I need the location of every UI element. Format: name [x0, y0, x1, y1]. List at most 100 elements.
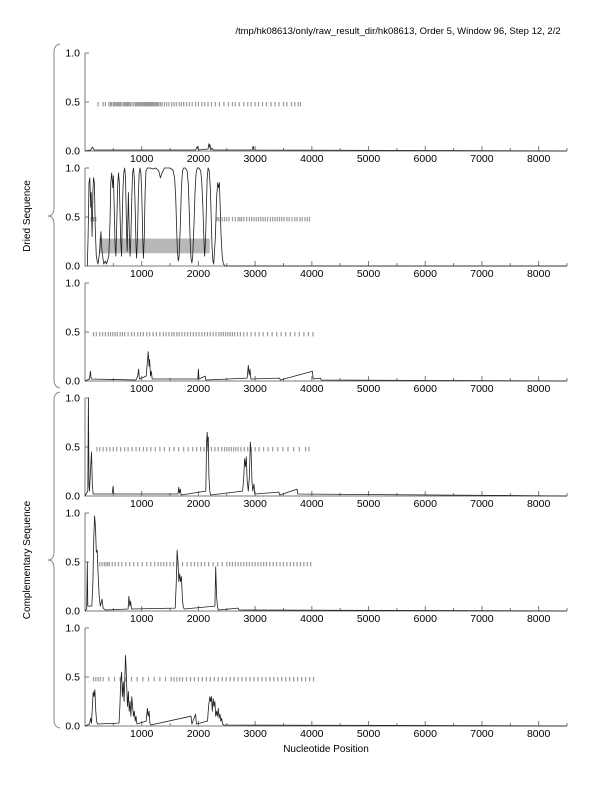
probability-mark [179, 677, 181, 682]
probability-mark [196, 447, 198, 452]
probability-mark [301, 677, 303, 682]
probability-mark [151, 102, 153, 107]
probability-mark [125, 677, 127, 682]
probability-mark [243, 447, 245, 452]
x-tick-label: 7000 [470, 613, 494, 625]
probability-mark [173, 447, 175, 452]
x-tick-label: 7000 [470, 383, 494, 395]
probability-mark [209, 332, 211, 337]
probability-mark [150, 102, 152, 107]
probability-mark [113, 677, 116, 682]
x-tick-label: 5000 [357, 613, 381, 625]
probability-mark [210, 102, 213, 107]
probability-mark [298, 447, 300, 452]
probability-mark [251, 562, 253, 567]
probability-mark [112, 332, 114, 337]
probability-mark [282, 102, 285, 107]
probability-mark [220, 332, 222, 337]
probability-mark [274, 217, 276, 222]
probability-mark [198, 332, 200, 337]
probability-mark [265, 677, 267, 682]
x-tick-label: 4000 [300, 498, 324, 510]
probability-mark [165, 332, 167, 337]
probability-mark [138, 102, 140, 107]
probability-mark [181, 332, 183, 337]
probability-mark [201, 332, 203, 337]
probability-mark [204, 102, 206, 107]
probability-mark [234, 332, 236, 337]
probability-mark [99, 677, 101, 682]
y-tick-label: 0.0 [65, 261, 80, 273]
probability-mark [201, 102, 203, 107]
probability-mark [254, 562, 256, 567]
axis-frame [84, 628, 567, 727]
probability-mark [183, 447, 185, 452]
probability-mark [108, 562, 110, 567]
probability-mark [171, 332, 173, 337]
probability-mark [124, 332, 126, 337]
probability-mark [168, 102, 170, 107]
probability-mark [240, 562, 242, 567]
probability-mark [121, 332, 124, 337]
probability-mark [260, 562, 262, 567]
probability-mark [134, 102, 137, 107]
x-tick-label: 5000 [357, 383, 381, 395]
probability-mark [243, 102, 245, 107]
probability-mark [143, 102, 146, 107]
x-tick-label: 3000 [243, 383, 267, 395]
probability-mark [147, 102, 149, 107]
probability-mark [111, 562, 113, 567]
probability-mark [281, 677, 283, 682]
y-tick-label: 0.5 [65, 212, 80, 224]
probability-mark [271, 332, 273, 337]
panel-dried-panel-1: 0.0 0.5 1.0 1000 2000 3000 4000 5000 6000 7000 800… [65, 48, 568, 165]
group-brace [47, 43, 61, 389]
y-tick-label: 0.0 [65, 721, 80, 733]
probability-mark [276, 562, 278, 567]
probability-mark [188, 102, 190, 107]
y-tick-label: 0.0 [65, 606, 80, 618]
probability-mark [214, 447, 216, 452]
probability-mark [121, 102, 123, 107]
probability-mark [246, 562, 248, 567]
probability-mark [240, 447, 242, 452]
probability-mark [138, 447, 141, 452]
probability-mark [303, 562, 305, 567]
probability-mark [189, 332, 192, 337]
probability-mark [180, 102, 182, 107]
x-tick-label: 2000 [187, 498, 211, 510]
probability-mark [264, 217, 266, 222]
probability-mark [291, 217, 293, 222]
probability-mark [145, 102, 148, 107]
y-tick-label: 0.5 [65, 557, 80, 569]
probability-mark [155, 332, 158, 337]
probability-mark [90, 217, 92, 222]
probability-mark [184, 332, 186, 337]
probability-mark [214, 102, 217, 107]
probability-mark [142, 102, 145, 107]
probability-mark [304, 447, 307, 452]
probability-mark [248, 217, 251, 222]
probability-mark [97, 677, 99, 682]
probability-mark [140, 102, 142, 107]
x-tick-label: 3000 [243, 498, 267, 510]
probability-mark [126, 102, 128, 107]
probability-mark [141, 562, 143, 567]
probability-mark [189, 677, 192, 682]
probability-mark [293, 562, 295, 567]
probability-mark [176, 332, 178, 337]
probability-mark [127, 332, 129, 337]
probability-mark [287, 447, 289, 452]
probability-mark [254, 102, 256, 107]
probability-mark [141, 102, 143, 107]
probability-mark [163, 562, 165, 567]
probability-mark [246, 332, 248, 337]
x-tick-label: 3000 [243, 268, 267, 280]
probability-mark [158, 102, 160, 107]
probability-mark [122, 102, 125, 107]
panel-dried-panel-2: 0.0 0.5 1.0 1000 2000 3000 4000 5000 6000 7000 800… [65, 163, 568, 280]
probability-mark [299, 562, 302, 567]
probability-mark [114, 332, 116, 337]
probability-mark [95, 217, 97, 222]
probability-mark [304, 217, 306, 222]
